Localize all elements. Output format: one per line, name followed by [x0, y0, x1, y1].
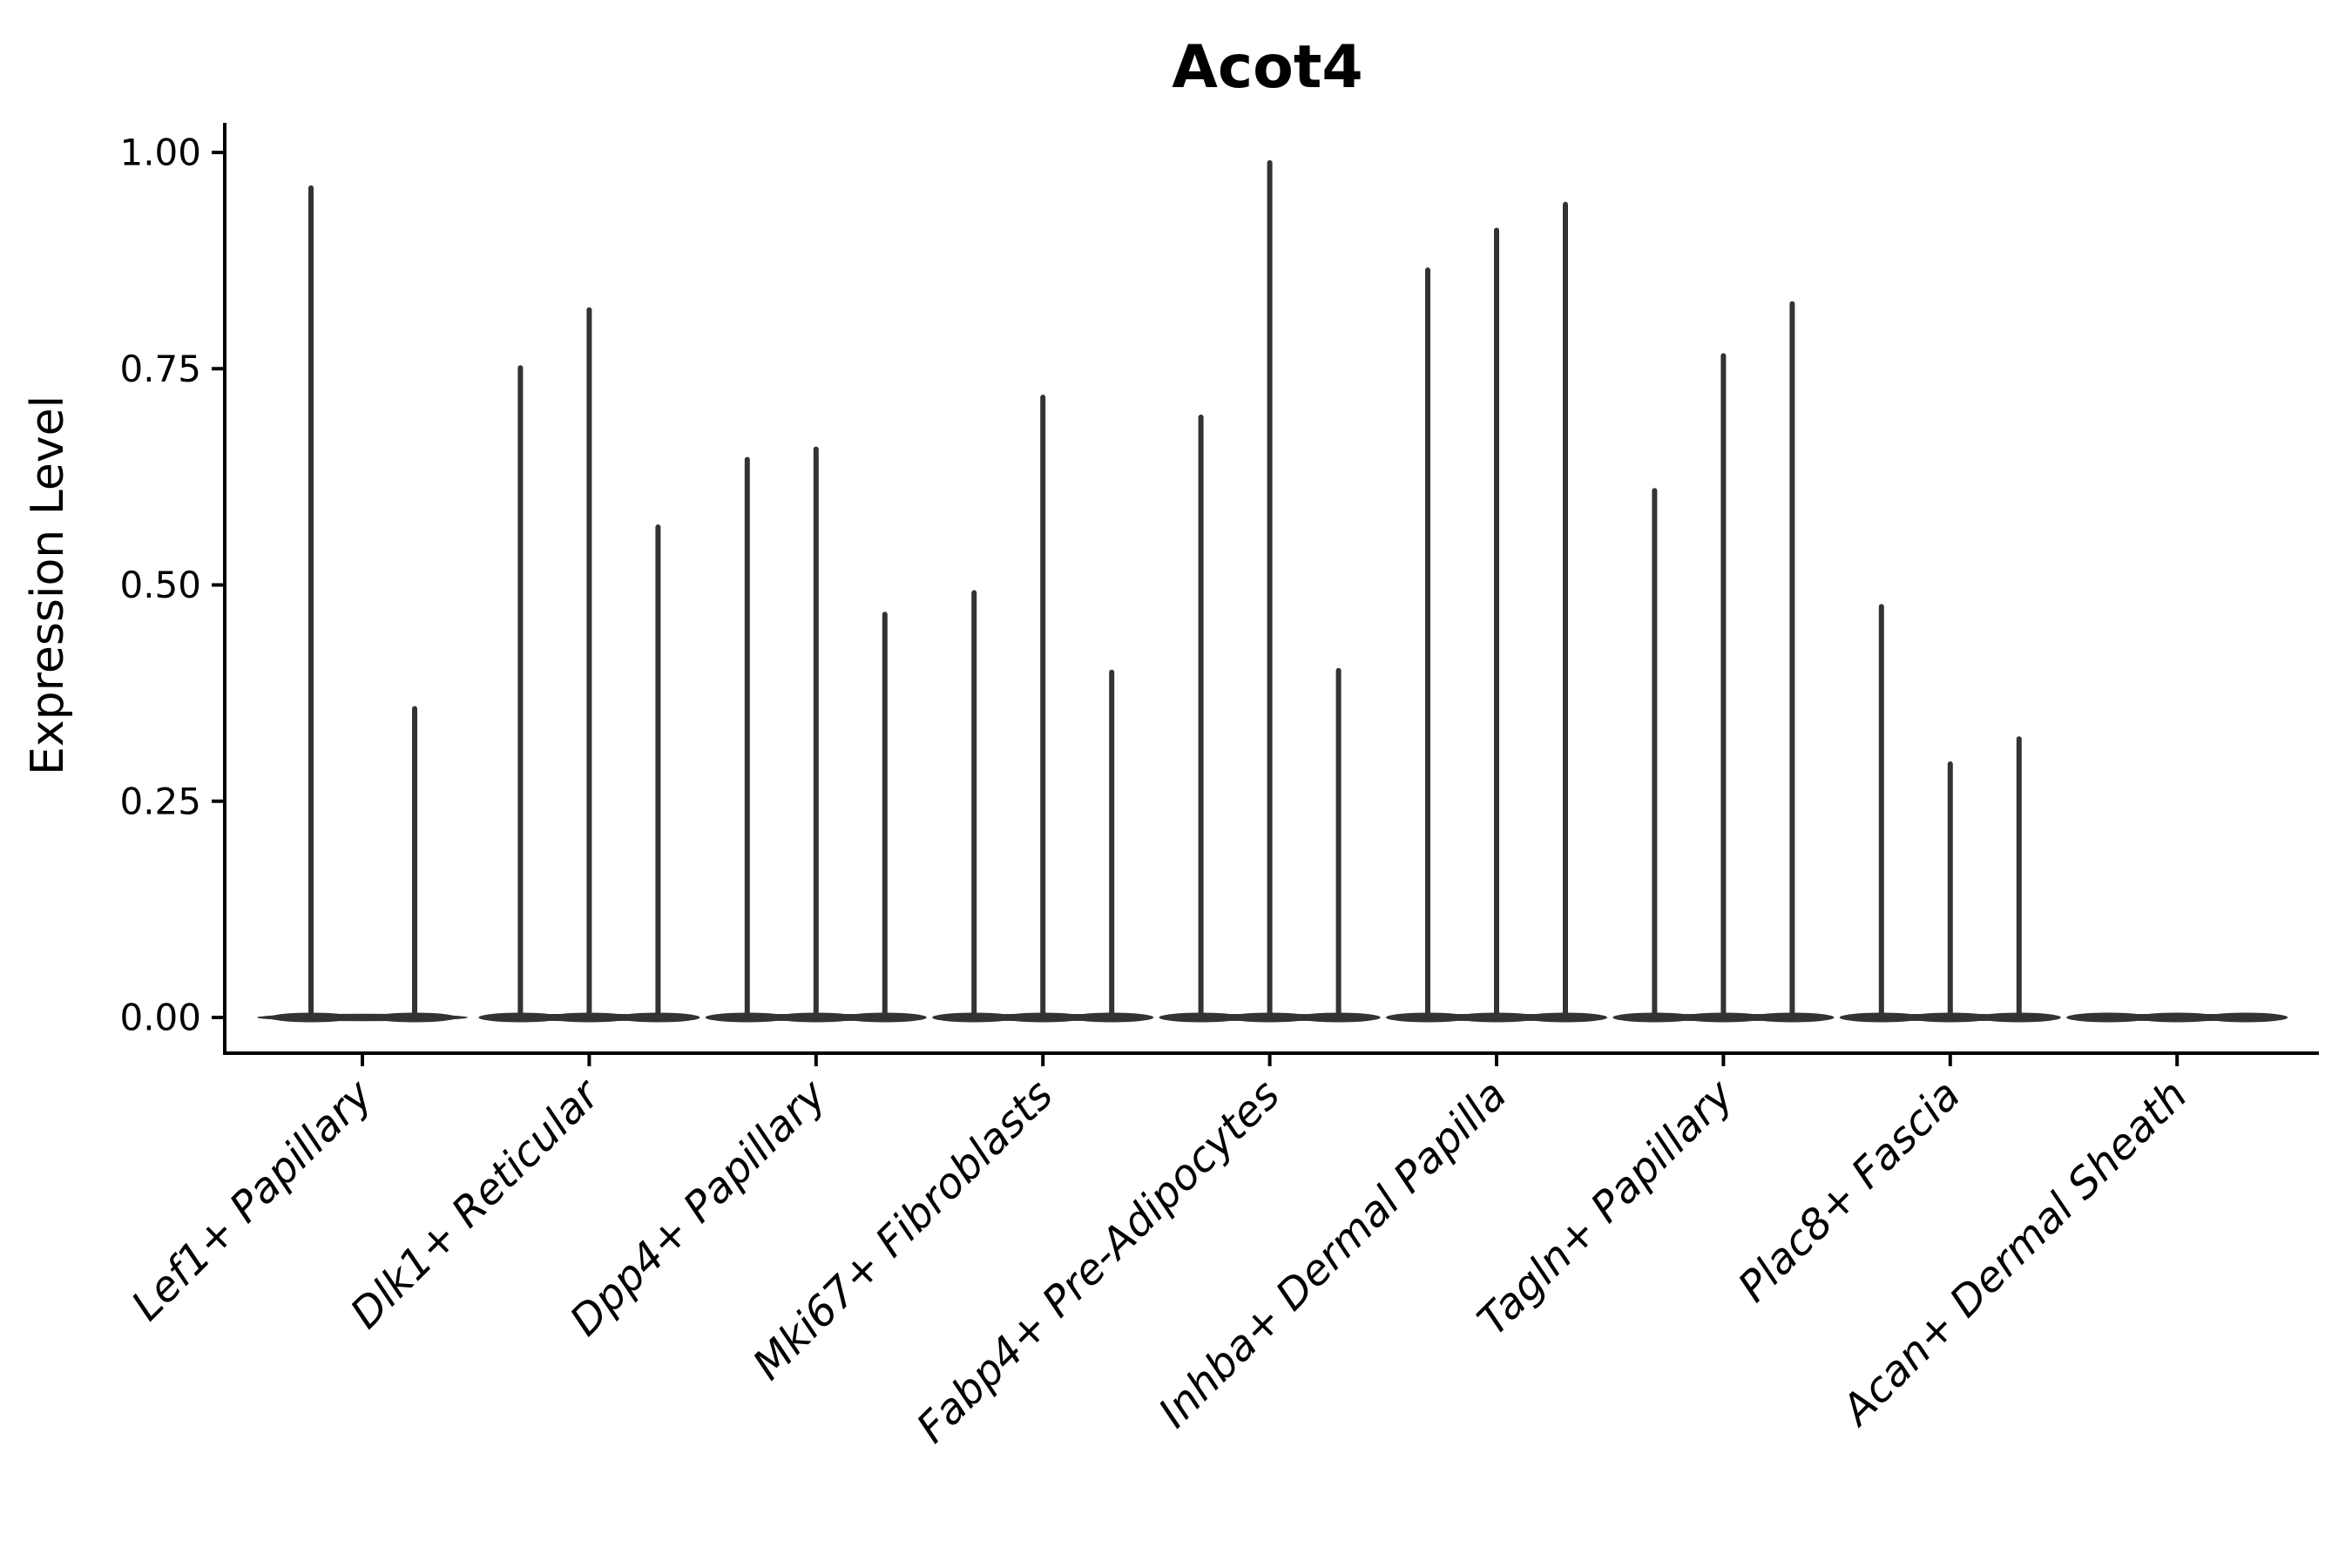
y-tick-label: 0.75	[119, 348, 201, 390]
plot-title: Acot4	[1172, 33, 1362, 102]
y-tick-label: 0.00	[119, 997, 201, 1039]
violin-base-bump	[2204, 1012, 2288, 1023]
violins-layer	[257, 159, 2288, 1023]
violin-group	[2066, 1012, 2288, 1023]
violin-group	[705, 446, 927, 1023]
y-axis-label: Expression Level	[22, 395, 74, 775]
violin-group	[1839, 604, 2061, 1023]
violin-group	[1612, 301, 1835, 1023]
violin-group	[1159, 159, 1381, 1023]
x-tick-label: Dlk1+ Reticular	[341, 1069, 612, 1339]
violin-group	[478, 307, 700, 1023]
violin-base-bump	[2066, 1012, 2151, 1023]
violin-base-bump	[2135, 1012, 2220, 1023]
y-tick-label: 0.25	[119, 780, 201, 822]
violin-group	[1386, 201, 1607, 1023]
x-tick-label: Lef1+ Papillary	[122, 1070, 382, 1330]
x-tick-label: Plac8+ Fascia	[1729, 1071, 1970, 1312]
violin-group	[257, 185, 468, 1023]
y-tick-label: 1.00	[119, 132, 201, 174]
violin-group	[932, 395, 1154, 1023]
x-tick-label: Fabp4+ Pre-Adipocytes	[908, 1071, 1290, 1453]
y-tick-layer: 1.00 0.75 0.50 0.25 0.00	[119, 132, 225, 1039]
y-tick-label: 0.50	[119, 564, 201, 606]
